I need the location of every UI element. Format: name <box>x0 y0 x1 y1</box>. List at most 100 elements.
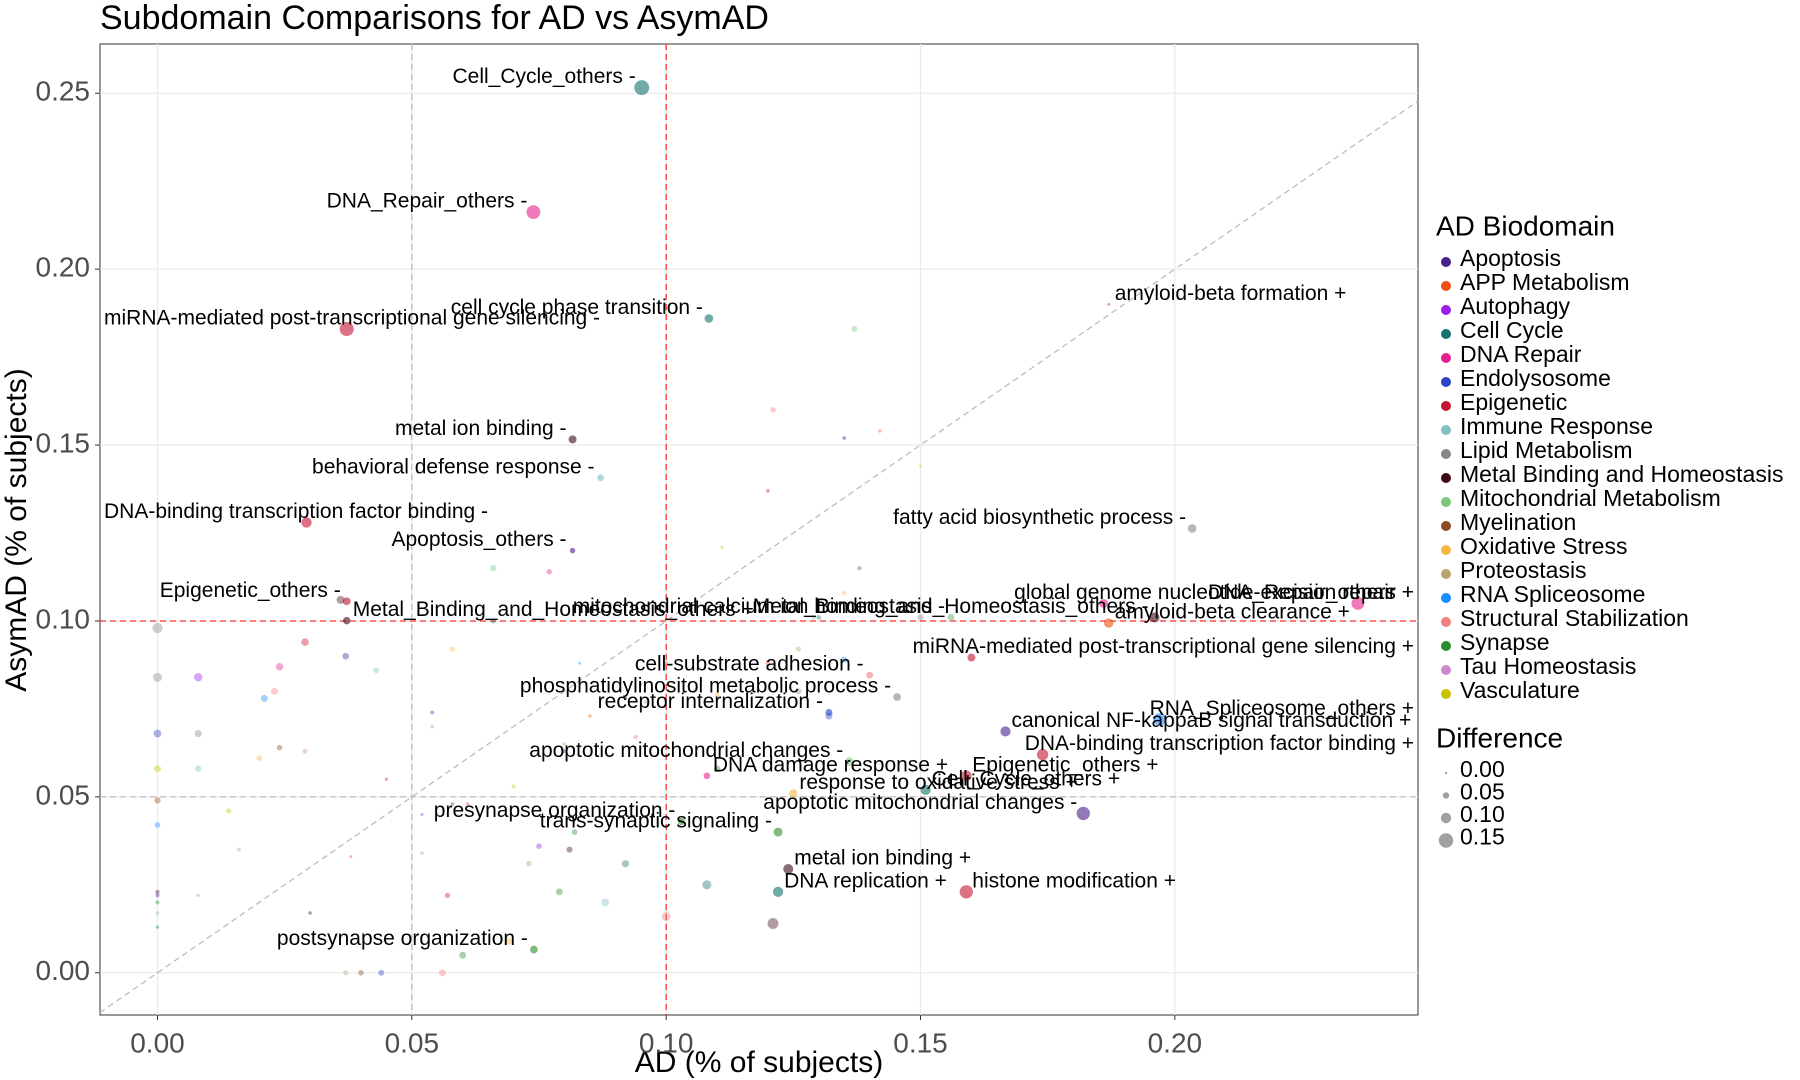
point <box>373 667 380 674</box>
y-tick-label: 0.25 <box>36 76 91 107</box>
legend-key <box>1441 593 1451 603</box>
point <box>302 748 308 754</box>
legend-label: Oxidative Stress <box>1460 533 1627 559</box>
label-layer: Apoptosis_others - canonical NF-kappaB si… <box>104 65 1414 950</box>
point <box>566 846 573 853</box>
point <box>153 765 162 773</box>
point-label: behavioral defense response - <box>312 455 595 478</box>
legend-label: Vasculature <box>1460 677 1580 703</box>
point <box>621 860 630 868</box>
legend-key <box>1441 353 1451 363</box>
legend-key <box>1441 617 1451 627</box>
point-label: trans-synaptic signaling - <box>540 810 772 833</box>
legend-key <box>1441 497 1451 507</box>
point <box>816 615 822 620</box>
point-label: histone modification + <box>972 869 1176 892</box>
point <box>702 880 712 890</box>
point-label: apoptotic mitochondrial changes - <box>529 739 843 762</box>
point <box>920 784 931 796</box>
size-legend-key <box>1442 792 1450 799</box>
point <box>878 429 882 433</box>
point <box>713 765 721 773</box>
point <box>525 860 532 867</box>
point <box>714 692 720 698</box>
y-tick-label: 0.20 <box>36 252 91 283</box>
point <box>588 714 592 718</box>
point <box>504 937 513 945</box>
point <box>795 646 801 652</box>
point <box>336 595 345 604</box>
point <box>449 646 456 652</box>
point <box>639 682 643 687</box>
point <box>767 918 779 930</box>
point <box>851 325 858 333</box>
point <box>661 911 671 922</box>
point <box>1076 806 1090 821</box>
point <box>960 770 972 782</box>
legend-label: Tau Homeostasis <box>1460 653 1636 679</box>
point <box>967 653 976 662</box>
point-label: global genome nucleotide-excision repair… <box>1014 581 1414 604</box>
legend-label: Apoptosis <box>1460 245 1561 271</box>
point <box>562 749 567 754</box>
point <box>597 474 604 482</box>
point <box>384 777 388 781</box>
legend-label: Lipid Metabolism <box>1460 437 1633 463</box>
point <box>275 662 284 671</box>
point <box>1107 303 1111 306</box>
x-tick-label: 0.00 <box>130 1027 185 1058</box>
point <box>490 565 497 572</box>
point <box>420 812 424 816</box>
legend-label: Mitochondrial Metabolism <box>1460 485 1721 511</box>
point-label: Epigenetic_others + <box>972 753 1158 776</box>
point <box>789 789 798 798</box>
size-legend-key <box>1438 833 1454 848</box>
point <box>156 971 159 974</box>
point <box>825 708 833 716</box>
point <box>154 822 161 828</box>
plot-area <box>99 44 1419 1015</box>
point <box>155 911 160 915</box>
point <box>568 435 577 444</box>
point <box>526 205 541 220</box>
point <box>155 900 160 905</box>
point <box>155 925 160 929</box>
size-legend-title: Difference <box>1436 722 1563 753</box>
point-label: metal ion binding - <box>395 417 567 440</box>
legend-key <box>1441 641 1451 651</box>
point <box>152 672 163 682</box>
point-label: phosphatidylinositol metabolic process - <box>520 675 891 698</box>
point <box>633 734 638 740</box>
point-label: miRNA-mediated post-transcriptional gene… <box>104 307 600 330</box>
point <box>773 827 783 837</box>
size-legend-label: 0.05 <box>1460 779 1505 805</box>
plot-panel <box>99 43 1419 1016</box>
legend-key <box>1441 257 1451 267</box>
point <box>152 622 163 634</box>
legend-label: Endolysosome <box>1460 365 1611 391</box>
x-tick-label: 0.05 <box>385 1027 440 1058</box>
point <box>154 797 161 804</box>
point-label: Apoptosis_others - <box>391 528 566 551</box>
point <box>194 765 202 772</box>
point <box>866 671 874 679</box>
point <box>430 724 435 729</box>
point <box>153 729 162 738</box>
size-legend-key <box>1444 771 1448 775</box>
x-tick-label: 0.20 <box>1148 1027 1203 1058</box>
identity-line <box>99 100 1419 1014</box>
point <box>466 802 470 806</box>
legend-label: Epigenetic <box>1460 389 1567 415</box>
point <box>770 407 776 413</box>
point <box>555 888 563 896</box>
point <box>772 886 784 898</box>
point <box>276 744 283 751</box>
size-legend-label: 0.00 <box>1460 756 1505 782</box>
point <box>704 314 714 323</box>
point <box>155 893 160 898</box>
point <box>444 892 451 898</box>
point <box>308 911 312 915</box>
legend-label: Myelination <box>1460 509 1576 535</box>
point-label: DNA-binding transcription factor binding… <box>104 500 488 523</box>
x-axis-title: AD (% of subjects) <box>635 1046 883 1079</box>
